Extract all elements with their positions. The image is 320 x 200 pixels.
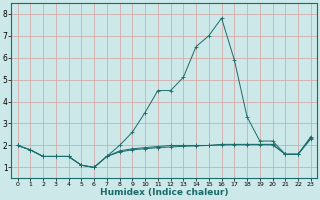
X-axis label: Humidex (Indice chaleur): Humidex (Indice chaleur) [100, 188, 228, 197]
